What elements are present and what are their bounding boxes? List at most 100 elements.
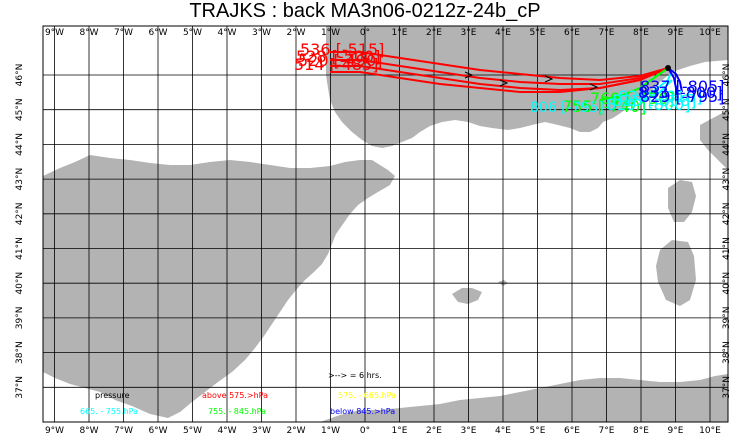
lat-tick-label: 39°N	[15, 307, 25, 330]
origin-marker	[665, 65, 671, 71]
legend-below: below 845.>hPa	[330, 407, 395, 416]
time-arrow	[544, 75, 554, 83]
legend-above: above 575.>hPa	[202, 391, 268, 400]
traj-label-blue-2: 833 [-800]	[638, 83, 722, 102]
lon-tick-label: 6°W	[148, 28, 167, 38]
traj-label-cyan-2: 828 [-808]	[612, 91, 696, 110]
lat-tick-label: 37°N	[15, 376, 25, 399]
trajectory-red-4	[330, 67, 669, 93]
lon-tick-label: 3°W	[252, 426, 271, 436]
lon-tick-label: 7°E	[599, 426, 615, 436]
lat-tick-label: 44°N	[15, 133, 25, 156]
lon-tick-label: 5°W	[183, 28, 202, 38]
lon-tick-label: 1°E	[392, 28, 408, 38]
lat-tick-label: 38°N	[722, 341, 730, 364]
lat-tick-label: 46°N	[722, 64, 730, 87]
lat-tick-label: 44°N	[722, 133, 730, 156]
traj-label-red-3: 520 [-490]	[298, 51, 382, 70]
lon-tick-label: 3°E	[461, 426, 477, 436]
lon-tick-label: 8°E	[633, 426, 649, 436]
lon-tick-label: 7°E	[599, 28, 615, 38]
lon-tick-label: 6°W	[148, 426, 167, 436]
lon-tick-label: 2°W	[286, 426, 305, 436]
traj-label-blue-3: 829 [-795]	[640, 87, 724, 106]
lat-tick-label: 42°N	[15, 202, 25, 225]
land-france	[326, 26, 728, 148]
map-frame	[42, 25, 729, 423]
time-arrow	[499, 79, 509, 87]
lon-tick-label: 7°W	[114, 28, 133, 38]
page-title: TRAJKS : back MA3n06-0212z-24b_cP	[189, 0, 541, 22]
time-arrows	[464, 71, 599, 91]
lon-tick-label: 3°W	[252, 28, 271, 38]
lon-tick-label: 2°E	[426, 426, 442, 436]
trajectory-green-1	[599, 67, 669, 101]
lon-tick-label: 8°W	[79, 28, 98, 38]
trajectory-cyan-1	[639, 69, 673, 99]
lon-tick-label: 4°E	[495, 28, 511, 38]
lon-tick-label: 4°E	[495, 426, 511, 436]
lon-tick-label: 1°E	[392, 426, 408, 436]
lon-tick-label: 4°W	[217, 426, 236, 436]
legend-pressure: pressure	[95, 391, 130, 400]
lon-tick-label: 2°E	[426, 28, 442, 38]
lat-tick-label: 40°N	[15, 272, 25, 295]
time-arrow	[464, 71, 474, 79]
traj-label-blue-1: 837 [-805]	[640, 77, 724, 96]
legend-575: 575. - 665.hPa	[338, 391, 396, 400]
lon-tick-label: 9°E	[668, 426, 684, 436]
lon-tick-label: 9°W	[45, 426, 64, 436]
lat-tick-label: 37°N	[722, 376, 730, 399]
trajectory-blue-1	[667, 67, 683, 93]
traj-label-green-1: 769 [-750]	[590, 89, 674, 108]
lon-tick-label: 3°E	[461, 28, 477, 38]
legend: pressure above 575.>hPa >--> = 6 hrs. 57…	[80, 371, 396, 416]
lat-tick-label: 38°N	[15, 341, 25, 364]
traj-label-green-2: 755 [-740]	[562, 97, 646, 116]
lat-labels-left: 46°N 45°N 44°N 43°N 42°N 41°N 40°N 39°N 38°N 37°N	[15, 64, 25, 399]
land-italy	[700, 110, 728, 170]
land-corsica	[668, 180, 696, 222]
time-arrow	[589, 83, 599, 91]
lat-tick-label: 45°N	[722, 98, 730, 121]
lon-tick-label: 10°E	[699, 28, 721, 38]
lon-tick-label: 6°E	[564, 28, 580, 38]
lon-tick-label: 0°	[360, 28, 370, 38]
lat-tick-label: 39°N	[722, 307, 730, 330]
lat-tick-label: 42°N	[722, 202, 730, 225]
lat-tick-label: 45°N	[15, 98, 25, 121]
lon-tick-label: 9°E	[668, 28, 684, 38]
trajectory-blue-2	[667, 67, 679, 99]
lon-tick-label: 8°E	[633, 28, 649, 38]
lat-tick-label: 40°N	[722, 272, 730, 295]
legend-665: 665. - 755.hPa	[80, 407, 138, 416]
lat-tick-label: 46°N	[15, 64, 25, 87]
lon-tick-label: 2°W	[286, 28, 305, 38]
lon-tick-label: 5°W	[183, 426, 202, 436]
legend-755: 755. - 845.hPa	[208, 407, 266, 416]
traj-label-red-2: 528 [-500]	[296, 47, 380, 66]
lon-tick-label: 4°W	[217, 28, 236, 38]
traj-label-red-4: 514 [-485]	[294, 55, 378, 74]
traj-label-red-1: 536 [-515]	[300, 40, 384, 59]
lat-tick-label: 43°N	[722, 168, 730, 191]
land-africa	[320, 374, 728, 422]
traj-label-cyan-4: 806 [-795]	[530, 100, 604, 116]
trajectory-cyan-2	[639, 79, 673, 103]
lon-tick-label: 6°E	[564, 426, 580, 436]
land-mallorca	[452, 288, 482, 304]
lat-tick-label: 41°N	[15, 237, 25, 260]
lon-tick-label: 9°W	[45, 28, 64, 38]
traj-label-cyan-1: 838 [-815]	[618, 87, 702, 106]
lat-tick-label: 43°N	[15, 168, 25, 191]
lon-labels-bottom: 9°W 8°W 7°W 6°W 5°W 4°W 3°W 2°W 1°W 0° 1°E 2°E 3°E 4°…	[45, 426, 721, 436]
lat-labels-right: 46°N 45°N 44°N 43°N 42°N 41°N 40°N 39°N 38°N 37°N	[722, 64, 730, 399]
traj-label-cyan-3: 819 [-800]	[606, 95, 690, 114]
trajectory-red-1	[330, 51, 669, 82]
lon-tick-label: 0°	[360, 426, 370, 436]
lat-tick-label: 41°N	[722, 237, 730, 260]
trajectory-labels: 536 [-515] 528 [-500] 520 [-490] 514 [-4…	[294, 40, 724, 116]
lon-labels-top: 9°W 8°W 7°W 6°W 5°W 4°W 3°W 2°W 1°W 0° 1°E 2°E 3°E 4°…	[45, 28, 721, 38]
lon-tick-label: 5°E	[530, 28, 546, 38]
